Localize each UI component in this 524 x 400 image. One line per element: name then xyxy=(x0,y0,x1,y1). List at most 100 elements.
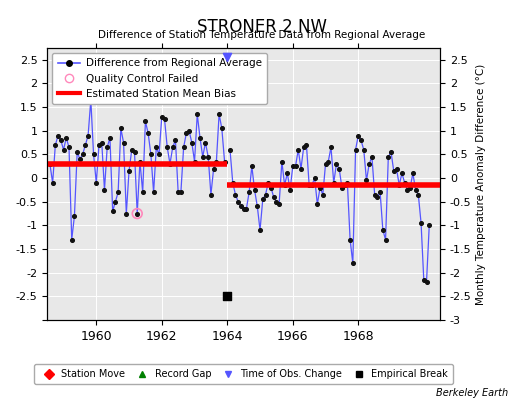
Point xyxy=(370,192,379,198)
Point xyxy=(389,168,398,174)
Point xyxy=(278,158,286,165)
Point xyxy=(138,189,147,196)
Legend: Difference from Regional Average, Quality Control Failed, Estimated Station Mean: Difference from Regional Average, Qualit… xyxy=(52,53,267,104)
Point xyxy=(321,161,330,167)
Point xyxy=(215,111,223,118)
Text: Difference of Station Temperature Data from Regional Average: Difference of Station Temperature Data f… xyxy=(99,30,425,40)
Point xyxy=(111,198,119,205)
Point xyxy=(341,182,349,188)
Point xyxy=(400,180,409,186)
Point xyxy=(114,189,122,196)
Point xyxy=(79,151,87,158)
Point xyxy=(221,158,229,165)
Point xyxy=(166,161,174,167)
Point xyxy=(108,208,117,214)
Point xyxy=(300,144,308,150)
Point xyxy=(352,146,360,153)
Point xyxy=(365,161,374,167)
Point xyxy=(373,194,381,200)
Point xyxy=(97,140,106,146)
Point xyxy=(169,144,177,150)
Point xyxy=(70,213,79,219)
Point xyxy=(46,161,54,167)
Legend: Station Move, Record Gap, Time of Obs. Change, Empirical Break: Station Move, Record Gap, Time of Obs. C… xyxy=(34,364,453,384)
Point xyxy=(234,198,243,205)
Point xyxy=(160,116,169,122)
Point xyxy=(354,132,363,139)
Point xyxy=(185,128,193,134)
Point xyxy=(294,146,302,153)
Point xyxy=(73,149,81,155)
Point xyxy=(343,180,352,186)
Point xyxy=(226,146,234,153)
Point xyxy=(133,210,141,217)
Point xyxy=(283,170,291,176)
Point xyxy=(324,158,332,165)
Point xyxy=(217,125,226,132)
Point xyxy=(174,189,182,196)
Y-axis label: Monthly Temperature Anomaly Difference (°C): Monthly Temperature Anomaly Difference (… xyxy=(476,63,486,305)
Point xyxy=(242,206,250,212)
Point xyxy=(308,182,316,188)
Point xyxy=(269,194,278,200)
Point xyxy=(179,144,188,150)
Point xyxy=(332,161,341,167)
Point xyxy=(417,220,425,226)
Point xyxy=(95,142,103,148)
Point xyxy=(422,279,431,285)
Point xyxy=(223,293,232,300)
Point xyxy=(144,130,152,136)
Point xyxy=(409,170,417,176)
Point xyxy=(223,54,232,61)
Point xyxy=(387,149,395,155)
Point xyxy=(272,198,281,205)
Point xyxy=(122,210,130,217)
Point xyxy=(420,276,428,283)
Point xyxy=(414,192,422,198)
Point xyxy=(182,130,191,136)
Point xyxy=(348,260,357,266)
Point xyxy=(280,182,289,188)
Point xyxy=(196,135,204,141)
Point xyxy=(100,187,108,193)
Point xyxy=(248,163,256,170)
Point xyxy=(357,137,365,144)
Point xyxy=(319,192,327,198)
Point xyxy=(59,146,68,153)
Point xyxy=(65,144,73,150)
Point xyxy=(330,180,338,186)
Point xyxy=(253,203,261,210)
Point xyxy=(125,168,133,174)
Point xyxy=(212,158,221,165)
Point xyxy=(190,158,199,165)
Point xyxy=(177,189,185,196)
Point xyxy=(239,206,248,212)
Point xyxy=(155,151,163,158)
Point xyxy=(48,180,57,186)
Point xyxy=(338,184,346,191)
Text: STRONER 2 NW: STRONER 2 NW xyxy=(197,18,327,36)
Point xyxy=(199,154,207,160)
Point xyxy=(133,210,141,217)
Point xyxy=(163,144,171,150)
Point xyxy=(264,180,272,186)
Point xyxy=(291,163,300,170)
Point xyxy=(149,189,158,196)
Point xyxy=(335,166,343,172)
Point xyxy=(258,196,267,202)
Point xyxy=(403,187,412,193)
Point xyxy=(368,154,376,160)
Point xyxy=(62,135,70,141)
Point xyxy=(204,154,212,160)
Point xyxy=(286,187,294,193)
Point xyxy=(256,227,264,233)
Point xyxy=(346,236,354,243)
Point xyxy=(261,192,270,198)
Point xyxy=(127,146,136,153)
Point xyxy=(275,201,283,207)
Point xyxy=(171,137,180,144)
Point xyxy=(289,163,297,170)
Point xyxy=(188,140,196,146)
Point xyxy=(237,203,245,210)
Point xyxy=(228,180,237,186)
